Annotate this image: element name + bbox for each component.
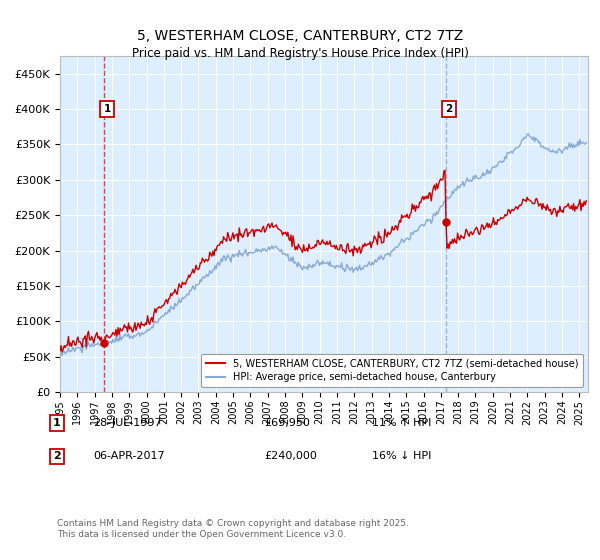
Text: £240,000: £240,000	[264, 451, 317, 461]
Text: 1: 1	[103, 104, 111, 114]
Legend: 5, WESTERHAM CLOSE, CANTERBURY, CT2 7TZ (semi-detached house), HPI: Average pric: 5, WESTERHAM CLOSE, CANTERBURY, CT2 7TZ …	[200, 353, 583, 387]
Text: 28-JUL-1997: 28-JUL-1997	[93, 418, 161, 428]
Text: 11% ↑ HPI: 11% ↑ HPI	[372, 418, 431, 428]
Text: Contains HM Land Registry data © Crown copyright and database right 2025.
This d: Contains HM Land Registry data © Crown c…	[57, 520, 409, 539]
Text: Price paid vs. HM Land Registry's House Price Index (HPI): Price paid vs. HM Land Registry's House …	[131, 46, 469, 60]
Text: 5, WESTERHAM CLOSE, CANTERBURY, CT2 7TZ: 5, WESTERHAM CLOSE, CANTERBURY, CT2 7TZ	[137, 29, 463, 44]
Text: £69,950: £69,950	[264, 418, 310, 428]
Text: 06-APR-2017: 06-APR-2017	[93, 451, 164, 461]
Text: 2: 2	[445, 104, 452, 114]
Text: 16% ↓ HPI: 16% ↓ HPI	[372, 451, 431, 461]
Text: 2: 2	[53, 451, 61, 461]
Text: 1: 1	[53, 418, 61, 428]
